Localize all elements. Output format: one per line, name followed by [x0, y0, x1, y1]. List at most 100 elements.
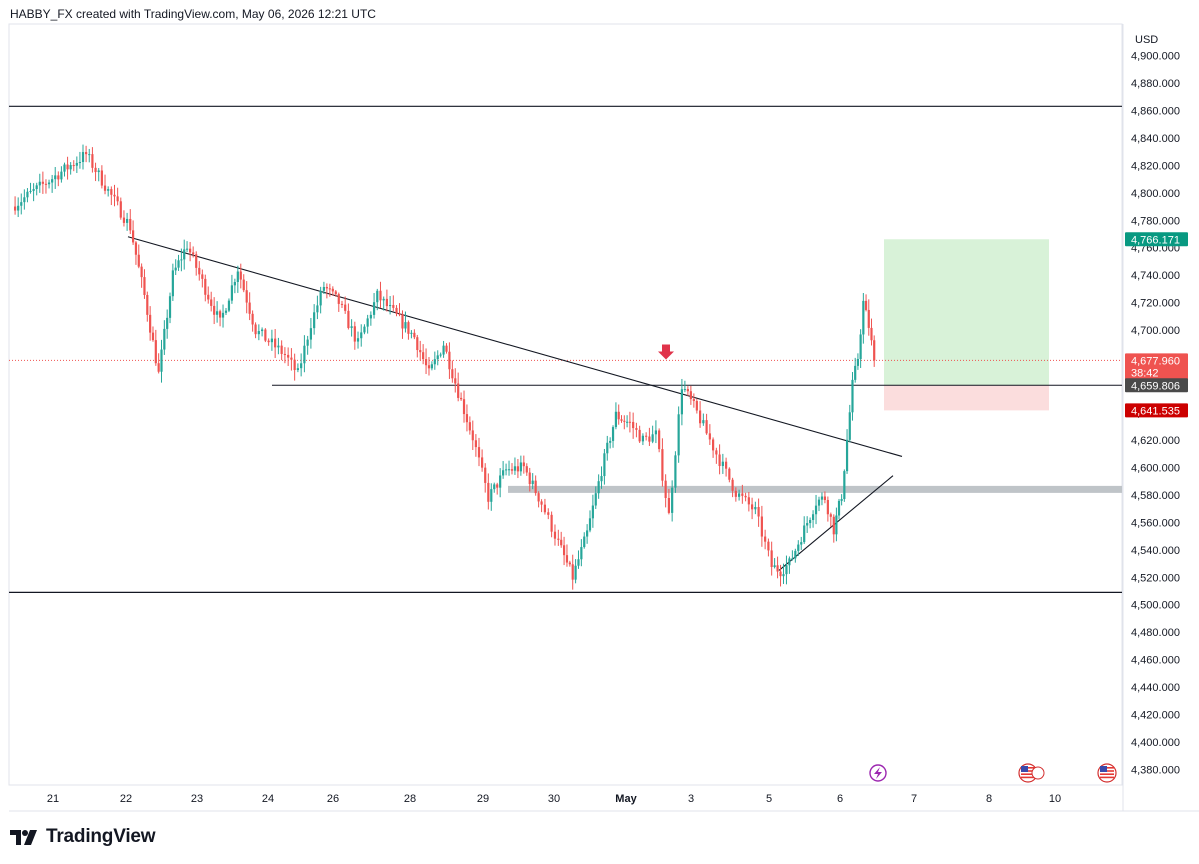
candle [151, 326, 155, 342]
candle-body [462, 399, 466, 415]
candle-body [481, 457, 484, 468]
candle [207, 286, 210, 304]
candle-body [224, 310, 228, 313]
candle [413, 329, 416, 340]
candle-body [185, 248, 189, 250]
candle-body [392, 304, 395, 308]
candle [116, 187, 119, 206]
candle [692, 393, 695, 408]
candle-body [661, 449, 664, 481]
candle [436, 350, 439, 366]
candle [218, 309, 222, 327]
candle [427, 357, 431, 376]
candle-body [513, 466, 517, 471]
candle [862, 293, 865, 344]
candle-body [641, 435, 644, 442]
candle [245, 281, 248, 314]
candle-body [66, 164, 69, 170]
candle-body [741, 493, 744, 496]
candle [767, 538, 770, 557]
candle-body [699, 410, 702, 424]
candle [334, 290, 337, 297]
flag-stripe [1100, 776, 1114, 779]
price-tick-label: 4,580.000 [1131, 490, 1180, 502]
candle-body [32, 189, 35, 191]
candle-body [487, 482, 490, 502]
candle-body [840, 499, 843, 501]
candle [641, 433, 644, 446]
candle-body [674, 455, 677, 488]
candle [725, 457, 728, 477]
candle-body [372, 302, 376, 315]
candle-body [60, 171, 63, 180]
candle [543, 498, 547, 515]
candle-body [230, 285, 234, 301]
candle [557, 529, 560, 546]
candle-body [376, 290, 379, 303]
candle [856, 353, 860, 370]
candle-body [499, 475, 502, 488]
candle-body [632, 421, 635, 429]
candle-body [416, 337, 419, 351]
price-tick-label: 4,520.000 [1131, 572, 1180, 584]
trendline-descending [127, 236, 903, 457]
time-tick-label: 29 [477, 793, 489, 805]
candle [620, 415, 623, 423]
candle-body [334, 291, 337, 295]
candle-body [496, 484, 499, 488]
candle-body [484, 467, 487, 483]
candle-body [306, 339, 309, 346]
candle-body [369, 314, 372, 319]
candle [283, 347, 286, 364]
candle [840, 494, 843, 506]
candle [680, 378, 683, 426]
candle-body [460, 397, 463, 400]
candle [366, 314, 369, 334]
candle-body [379, 290, 382, 301]
candle [134, 241, 138, 265]
candle-body [760, 516, 763, 537]
candle [424, 348, 428, 375]
candle [531, 473, 534, 490]
candle [626, 415, 629, 428]
candle-body [207, 294, 210, 300]
candle [550, 511, 553, 538]
candle-body [340, 303, 344, 305]
candle-body [800, 542, 803, 545]
candle-body [522, 462, 525, 467]
candle-body [88, 154, 91, 156]
candle-body [738, 493, 741, 497]
candle-body [177, 260, 180, 268]
candle-body [189, 248, 192, 253]
candle [835, 507, 838, 542]
candle [611, 425, 615, 448]
price-axis: USD 4,380.000 4,400.000 4,420.000 4,440.000 4… [1125, 34, 1188, 777]
price-tick-label: 4,700.000 [1131, 325, 1180, 337]
candle [445, 343, 448, 354]
candle [401, 310, 404, 339]
target-price-tag-text: 4,766.171 [1131, 234, 1180, 246]
candle [410, 330, 413, 339]
candle-body [180, 259, 183, 261]
candle [677, 406, 680, 463]
candle [870, 318, 873, 346]
candle [562, 536, 566, 566]
candle [864, 294, 868, 312]
candle-body [216, 311, 219, 315]
flash-event-icon [869, 764, 887, 782]
candle-body [519, 462, 522, 472]
candle-body [873, 340, 876, 361]
candle-body [44, 183, 48, 185]
candle [227, 298, 231, 313]
candle-body [671, 487, 674, 513]
price-tick-label: 4,380.000 [1131, 765, 1180, 777]
candle [481, 449, 484, 472]
candle [588, 510, 592, 533]
risk-zone [884, 385, 1049, 411]
entry-price-tag: 4,659.806 [1125, 378, 1188, 393]
candle [261, 327, 264, 337]
candle [671, 480, 674, 522]
candle [764, 529, 767, 550]
candle [280, 340, 283, 361]
